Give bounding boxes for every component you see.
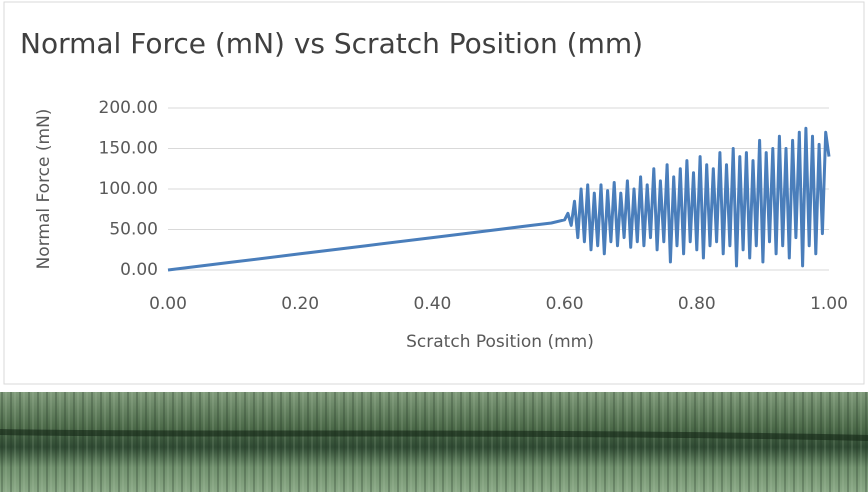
y-tick-label: 150.00 xyxy=(99,139,158,159)
image-texture xyxy=(0,392,868,492)
y-tick-label: 100.00 xyxy=(99,179,158,199)
x-tick-label: 1.00 xyxy=(810,294,848,314)
x-axis-label: Scratch Position (mm) xyxy=(406,332,594,352)
microscope-image xyxy=(0,392,868,492)
y-axis-label: Normal Force (mN) xyxy=(34,109,54,270)
x-tick-label: 0.00 xyxy=(149,294,187,314)
x-tick-label: 0.40 xyxy=(413,294,451,314)
x-tick-label: 0.60 xyxy=(546,294,584,314)
chart-title: Normal Force (mN) vs Scratch Position (m… xyxy=(20,27,643,60)
scratch-track xyxy=(0,429,868,441)
y-tick-label: 200.00 xyxy=(99,98,158,118)
data-line xyxy=(167,126,831,272)
x-tick-label: 0.20 xyxy=(281,294,319,314)
y-tick-label: 50.00 xyxy=(109,220,158,240)
x-tick-label: 0.80 xyxy=(678,294,716,314)
y-tick-label: 0.00 xyxy=(120,260,158,280)
